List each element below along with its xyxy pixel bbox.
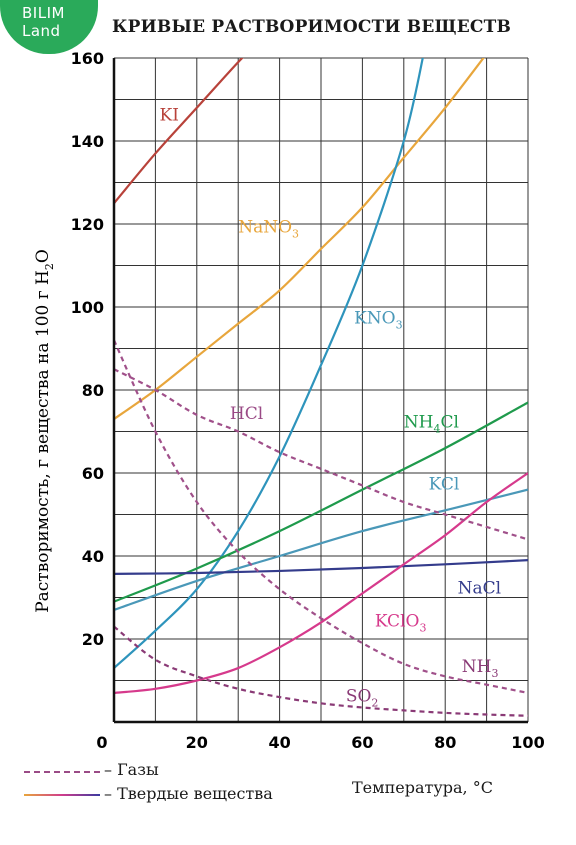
series-label-3: NH4Cl	[404, 412, 459, 435]
y-tick-label: 100	[71, 298, 104, 317]
x-tick-label: 40	[268, 733, 290, 752]
y-tick-label: 60	[82, 464, 104, 483]
series-line-6	[114, 472, 528, 695]
series-label-7: HCl	[230, 404, 263, 424]
logo-text-line1: BILIM	[22, 4, 65, 22]
series-line-4	[114, 488, 528, 611]
x-tick-label: 80	[434, 733, 456, 752]
legend-swatch-solids	[24, 794, 100, 796]
series-line-8	[114, 339, 528, 695]
series-label-5: NaCl	[458, 578, 501, 598]
y-tick-label: 20	[82, 630, 104, 649]
x-axis-label: Температура, °С	[352, 778, 493, 797]
grid	[114, 57, 529, 722]
series-label-1: NaNO3	[238, 217, 299, 240]
series-line-5	[114, 559, 528, 575]
y-tick-label: 140	[71, 132, 104, 151]
legend-label-solids: – Твердые вещества	[104, 784, 273, 803]
chart-title: КРИВЫЕ РАСТВОРИМОСТИ ВЕЩЕСТВ	[112, 17, 512, 37]
logo: BILIM Land	[0, 0, 98, 56]
series-line-2	[114, 58, 424, 669]
y-tick-label: 120	[71, 215, 104, 234]
x-tick-label: 20	[186, 733, 208, 752]
series-labels: KI NaNO3 KNO3 HCl NH4Cl KCl NaCl KClO3 NH3 SO2	[160, 105, 502, 709]
y-tick-label: 80	[82, 381, 104, 400]
axes: 0 20 40 60 80 100 20 40 60 80 100 120 140 160	[71, 49, 545, 752]
series-label-0: KI	[160, 105, 179, 125]
y-tick-label: 160	[71, 49, 104, 68]
series-line-0	[114, 58, 244, 204]
series-label-4: KCl	[429, 475, 460, 495]
logo-text-line2: Land	[22, 22, 61, 40]
series-line-9	[114, 625, 528, 717]
x-tick-label: 100	[511, 733, 544, 752]
y-axis-label: Растворимость, г вещества на 100 г H2O	[33, 249, 56, 613]
y-tick-label: 40	[82, 547, 104, 566]
series-label-6: KClO3	[375, 612, 427, 635]
series-label-9: SO2	[346, 686, 379, 709]
series-label-8: NH3	[462, 657, 499, 680]
legend-label-gases: – Газы	[104, 760, 159, 779]
series-line-1	[114, 58, 485, 420]
x-tick-label: 60	[351, 733, 373, 752]
x-tick-label: 0	[96, 733, 107, 752]
legend-swatch-gases	[24, 771, 100, 773]
curves	[114, 58, 528, 717]
series-label-2: KNO3	[354, 309, 403, 332]
